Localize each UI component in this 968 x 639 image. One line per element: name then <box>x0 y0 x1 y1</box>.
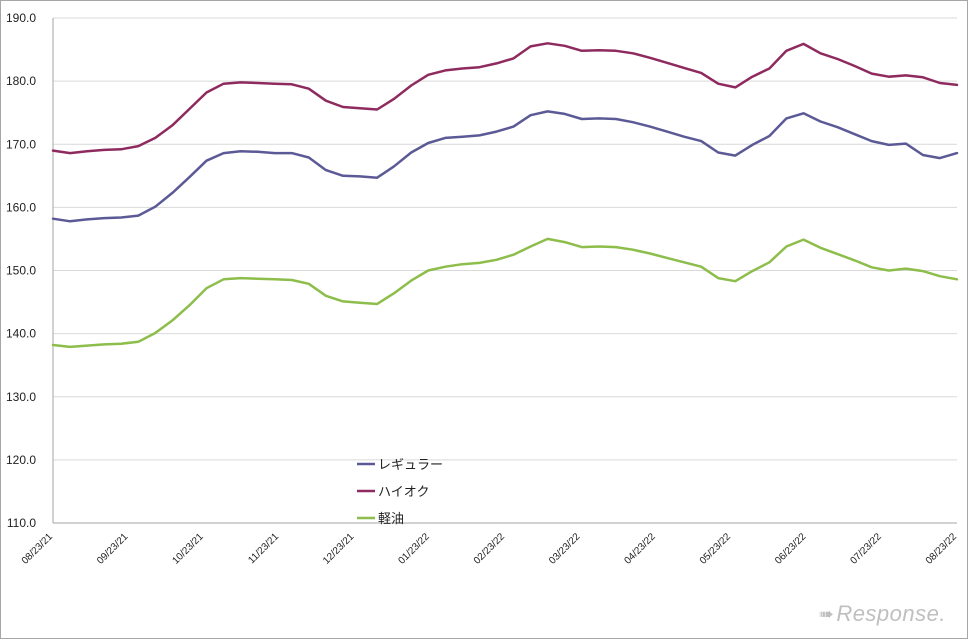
series-lines <box>51 42 959 349</box>
series-line <box>51 237 959 349</box>
y-tick-label: 160.0 <box>6 200 36 214</box>
y-axis-ticks: 110.0 120.0 130.0 140.0 150.0 160.0 170.0 180.0… <box>6 11 36 530</box>
legend-label: ハイオク <box>378 484 429 499</box>
y-tick-label: 110.0 <box>7 516 36 530</box>
x-tick-label: 03/23/22 <box>547 531 583 567</box>
x-tick-label: 01/23/22 <box>396 531 432 567</box>
x-tick-label: 08/23/21 <box>20 531 56 567</box>
gridlines <box>53 17 957 461</box>
legend-label: レギュラー <box>378 457 443 472</box>
x-tick-label: 07/23/22 <box>848 531 884 567</box>
y-tick-label: 190.0 <box>6 11 36 25</box>
legend-label: 軽油 <box>378 511 404 526</box>
x-tick-label: 11/23/21 <box>246 531 281 566</box>
x-axis-ticks: 08/23/21 09/23/21 10/23/21 11/23/21 12/23/21… <box>20 531 960 567</box>
y-tick-label: 130.0 <box>6 390 36 404</box>
watermark-text: Response. <box>836 601 946 626</box>
x-tick-label: 04/23/22 <box>622 531 658 567</box>
x-tick-label: 06/23/22 <box>773 531 809 567</box>
series-line <box>51 110 959 223</box>
y-tick-label: 170.0 <box>6 137 36 151</box>
axes <box>52 18 957 524</box>
x-tick-label: 08/23/22 <box>924 531 960 567</box>
x-tick-label: 02/23/22 <box>472 531 508 567</box>
y-tick-label: 150.0 <box>6 264 36 278</box>
response-logo-icon: ➠ <box>818 603 835 624</box>
x-tick-label: 05/23/22 <box>698 531 734 567</box>
x-tick-label: 09/23/21 <box>95 531 131 567</box>
series-line <box>51 42 959 155</box>
x-tick-label: 10/23/21 <box>170 531 206 567</box>
y-tick-label: 120.0 <box>6 453 36 467</box>
y-tick-label: 140.0 <box>6 327 36 341</box>
y-tick-label: 180.0 <box>6 74 36 88</box>
watermark: ➠ Response. <box>819 601 946 627</box>
x-tick-label: 12/23/21 <box>321 531 357 567</box>
